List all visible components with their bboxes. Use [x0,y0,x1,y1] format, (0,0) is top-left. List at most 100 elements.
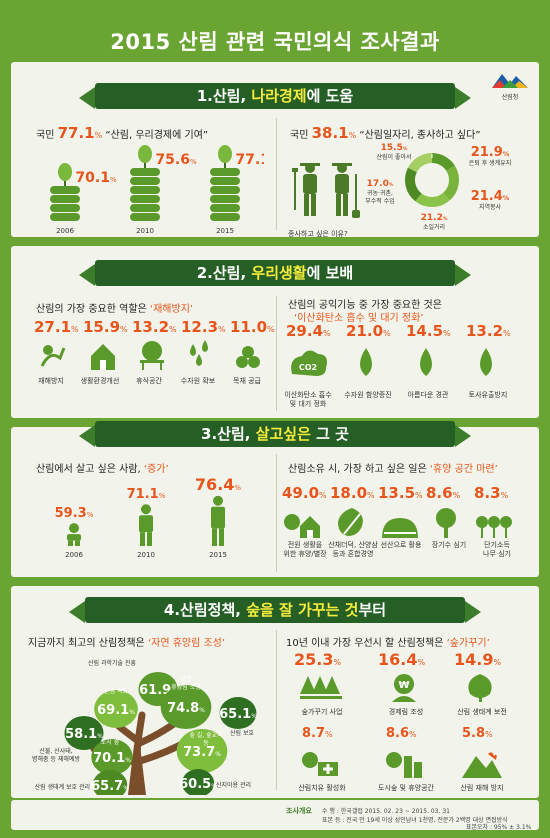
person-leg [219,528,224,546]
category-label: 산채더덕, 산양삼 [328,541,378,549]
unit-label: % [485,730,493,739]
policy-icon [300,676,342,699]
bar-value-label: 60.5% [179,777,217,792]
unit-label: % [71,325,79,334]
s1-left-prefix: 국민 [36,130,58,141]
category-label: 산림치유 활성화 [298,784,346,792]
x-tick-label: 2006 [56,227,74,235]
person-body [67,534,81,541]
building-icon [414,762,422,778]
bar-value-label: 15.9% [83,318,128,336]
tree-icon [284,514,300,530]
bar-value-label: 77.1% [235,152,264,168]
fire-icon [488,752,497,760]
section-4-highlight: 숲을 잘 가꾸는 것 [246,601,359,619]
bar-value-label: 73.7% [183,745,221,760]
leaf-mark [94,690,138,728]
unit-label: % [319,491,327,500]
tree-icon [302,752,318,768]
bar-value-label: 12.3% [181,318,226,336]
bar-value-label: 75.6% [155,152,197,168]
s3-right-title: 산림소유 시, 가장 하고 싶은 일은 [288,464,430,475]
section-2-num: 2.산림, [196,264,252,282]
tree-top-icon [218,145,232,163]
footer-line-1: 수 행 : 한국갤럽 2015. 02. 23 ~ 2015. 03. 31 [322,808,450,815]
trunk-icon [505,526,507,538]
donut-slice [407,153,433,173]
water-drops-icon [190,340,208,366]
leaf-mark [64,716,104,750]
unit-label: % [323,329,331,338]
s3-left-heading: 산림에서 살고 싶은 사람, ‘증가’ [36,460,169,475]
coin-layer [210,186,240,194]
donut-slice [442,165,459,201]
donut-slice [431,153,455,172]
tree-icon [142,341,162,361]
mountain-icon [462,756,502,778]
category-label: 숲 길, 숲교육 [189,731,223,739]
section-2-divider [276,296,277,411]
bench-icon [140,360,164,363]
bar-value-label: 27.1% [34,318,79,336]
category-label: 선산으로 활용 [380,541,422,549]
coin-layer [130,204,160,212]
category-label: 산불, 산사태, [39,747,72,755]
category-label: 숲가꾸기 사업 [301,708,343,716]
x-tick-label: 2010 [137,551,155,559]
s1-left-quote: “산림, 우리경제에 기여” [102,130,209,141]
sapling-icon [488,516,500,528]
landscape-drop-icon [420,348,432,376]
tree-top-icon [138,145,152,163]
slice-name-label: 부수적 수입 [365,197,395,205]
unit-label: % [500,491,509,500]
timber-logs-icon [236,346,260,368]
bar-value-label: 59.3% [55,506,94,521]
drop-icon [420,348,432,376]
person-head-icon [69,523,79,534]
long-term-tree-icon [436,508,456,538]
sapling-icon [500,516,512,528]
bar-value-label: 8.6% [426,484,461,502]
unit-label: % [417,658,426,667]
s4-left-highlight: ‘자연 휴양림 조성’ [147,638,226,649]
category-label: 도시 숲 [101,738,120,746]
category-label: 장기수 심기 [431,541,467,549]
coin-layer [130,213,160,221]
log-icon [242,346,254,358]
donut-slice [415,192,450,207]
leaf-mark [91,739,133,775]
section-banner-2: 2.산림, 우리생활에 보배 [79,260,471,286]
person-bar-chart-live: 59.3% 2006 71.1% 2010 76.4% 2015 [55,475,242,559]
bar-value-label: 16.4% [378,650,426,669]
soil-drop-icon [480,348,492,376]
person-head-icon [141,504,151,515]
drop-icon [360,348,372,376]
tree-icon [436,508,456,528]
policy-icon [386,752,422,778]
drop-icon [480,348,492,376]
bar-value-label: 18.0% [330,484,375,502]
bar-value-label: 8.7% [302,726,333,741]
leaf-mark [219,697,257,729]
water-drop-icon [190,344,196,356]
co2-cloud-icon: CO2 [291,350,327,376]
s4-right-highlight: ‘숲가꾸기’ [446,638,490,649]
bar-value-label: 13.5% [378,484,423,502]
coin-layer [130,195,160,203]
bar-value-label: 74.8% [167,701,205,716]
unit-label: % [503,329,511,338]
category-label: 등 [203,740,209,747]
trunk-icon [481,526,483,538]
s2-left-highlight: ‘재해방지’ [149,304,194,315]
policy-icon [302,752,338,776]
category-label: 휴양림 조성 [171,683,201,691]
section-banner-3: 3.산림, 살고싶은 그 곳 [79,421,471,447]
person-leg [212,528,217,546]
trunk-icon [444,526,448,538]
footer-label: 조사개요 [286,807,312,815]
category-label: 산림 과학기술 진흥 [88,659,136,667]
bench-leg [142,363,144,370]
s3-left-highlight: ‘증가’ [143,464,169,475]
slice-value-label: 21.4% [471,189,510,204]
bar-value-label: 21.0% [346,322,391,340]
